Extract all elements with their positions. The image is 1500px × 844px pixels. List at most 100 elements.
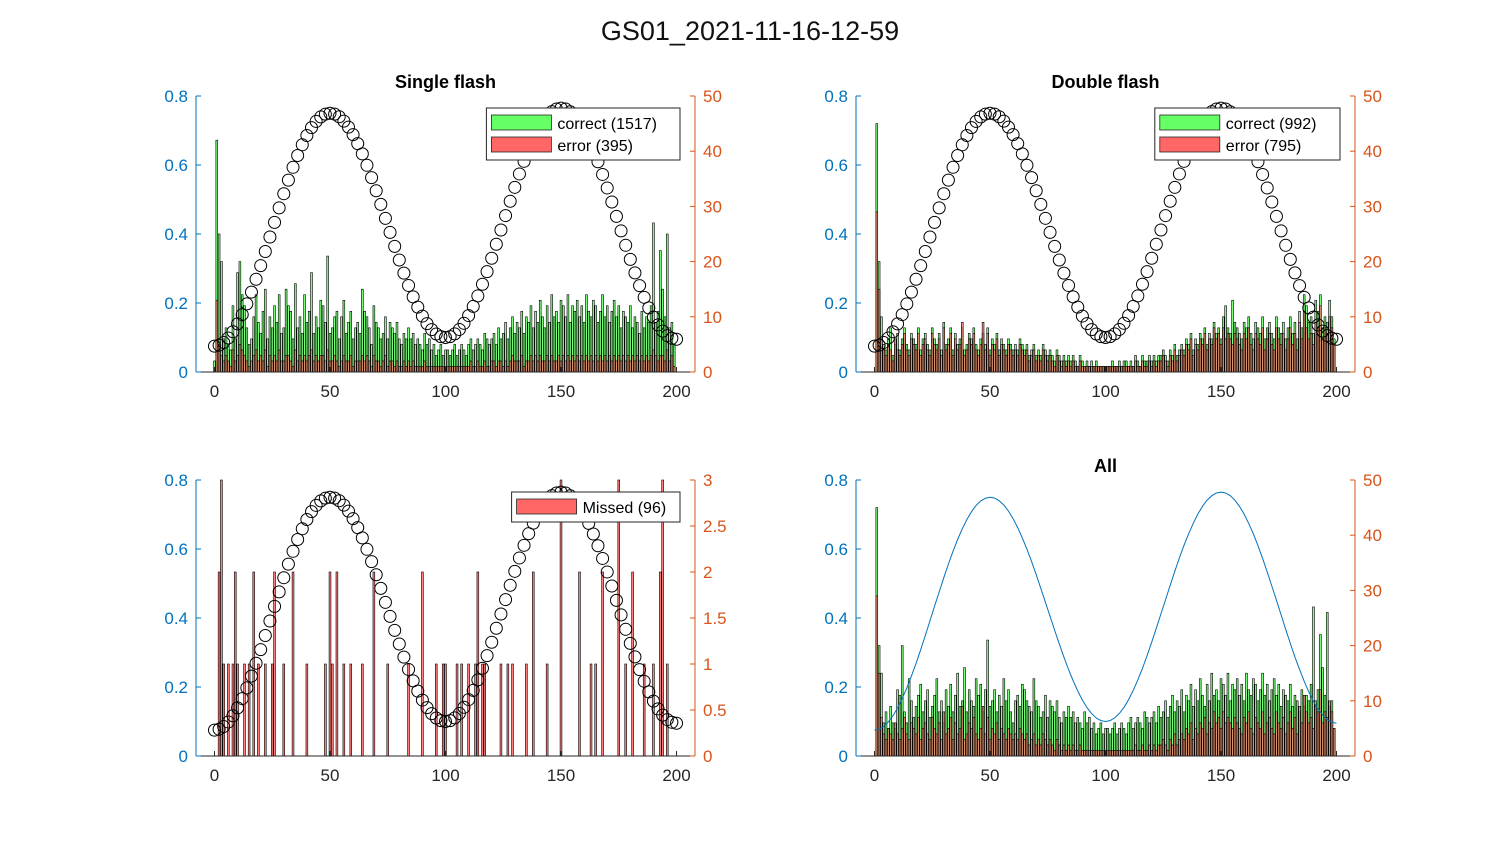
y-right-tick-label: 2.5 xyxy=(703,517,727,536)
bar xyxy=(435,366,438,373)
y-right-tick-label: 10 xyxy=(1363,308,1382,327)
bar xyxy=(1039,744,1043,757)
stimulus-marker xyxy=(1057,266,1071,280)
stimulus-marker xyxy=(254,259,268,273)
y-right-tick-label: 20 xyxy=(1363,637,1382,656)
bar xyxy=(282,360,286,373)
bar xyxy=(1302,310,1306,373)
bar xyxy=(1314,706,1317,757)
stimulus-marker xyxy=(503,578,517,592)
stimulus-marker xyxy=(360,158,374,172)
stimulus-marker xyxy=(605,579,619,593)
bar xyxy=(243,663,246,757)
bar xyxy=(250,360,253,373)
stimulus-marker xyxy=(300,128,314,142)
bar xyxy=(995,722,999,757)
stimulus-marker xyxy=(263,614,277,628)
bar xyxy=(328,571,332,757)
bar xyxy=(411,360,415,373)
bar xyxy=(1071,360,1075,373)
bar xyxy=(1159,744,1163,757)
stimulus-marker xyxy=(402,278,416,292)
bar xyxy=(229,366,232,373)
bar xyxy=(478,366,482,373)
bar xyxy=(1296,733,1299,757)
y-right-tick-label: 40 xyxy=(1363,526,1382,545)
y-right-tick-label: 0.5 xyxy=(703,701,727,720)
bar xyxy=(1275,711,1278,757)
stimulus-marker xyxy=(969,114,983,128)
bar xyxy=(243,355,246,373)
y-right-tick-label: 50 xyxy=(1363,471,1382,490)
bar xyxy=(1263,349,1267,373)
bar xyxy=(407,360,410,373)
bar xyxy=(578,571,581,757)
bar xyxy=(240,349,244,373)
bar xyxy=(998,739,1001,757)
legend-swatch xyxy=(516,498,577,515)
bar xyxy=(1145,750,1149,757)
bar xyxy=(1009,349,1013,373)
bar xyxy=(967,338,971,373)
bar xyxy=(1030,355,1033,373)
x-tick-label: 150 xyxy=(547,766,575,785)
stimulus-marker xyxy=(665,715,679,729)
bar xyxy=(532,571,535,757)
stimulus-marker xyxy=(457,316,471,330)
bar xyxy=(654,355,657,373)
bar xyxy=(1175,744,1179,757)
bar xyxy=(1071,744,1075,757)
bar xyxy=(310,349,313,373)
bar xyxy=(525,663,528,757)
bar xyxy=(398,366,401,373)
bar xyxy=(1208,722,1211,757)
bar xyxy=(460,663,463,757)
bar xyxy=(1076,366,1079,373)
bar xyxy=(1083,366,1086,373)
stimulus-marker xyxy=(258,245,272,259)
bar xyxy=(497,360,500,373)
bar xyxy=(264,349,267,373)
panel-all: 0 50 100 150 200 0 0.2 0.4 0.6 0.8 0 10 20 30 40 50 All xyxy=(824,456,1382,785)
stimulus-marker xyxy=(485,635,499,649)
bar xyxy=(1032,733,1036,757)
stimulus-marker xyxy=(914,259,928,273)
bar xyxy=(1319,689,1322,757)
stimulus-marker xyxy=(656,708,670,722)
bar xyxy=(1062,744,1066,757)
bar xyxy=(400,366,403,373)
bar xyxy=(1182,355,1186,373)
bar xyxy=(1099,750,1103,757)
stimulus-marker xyxy=(992,110,1006,124)
stimulus-marker xyxy=(480,649,494,663)
bar xyxy=(656,360,660,373)
bar xyxy=(1085,750,1089,757)
bar xyxy=(963,739,966,757)
stimulus-marker xyxy=(374,581,388,595)
bar xyxy=(1122,366,1126,373)
bar xyxy=(247,663,251,757)
bar xyxy=(954,722,957,757)
bar xyxy=(1132,366,1135,373)
bar xyxy=(1272,733,1276,757)
stimulus-marker xyxy=(1075,309,1089,323)
bar xyxy=(504,360,507,373)
bar xyxy=(894,338,897,373)
y-left-tick-label: 0 xyxy=(839,363,848,382)
bar xyxy=(495,366,498,373)
stimulus-marker xyxy=(425,323,439,337)
y-right-tick-label: 30 xyxy=(1363,197,1382,216)
bar xyxy=(381,360,385,373)
bar xyxy=(474,663,477,757)
bar xyxy=(1106,750,1110,757)
bar xyxy=(917,717,920,757)
bar xyxy=(661,355,664,373)
bar xyxy=(1238,728,1241,757)
series-missed-0 xyxy=(217,479,669,757)
y-right-tick-label: 1 xyxy=(703,655,712,674)
bar xyxy=(1132,750,1135,757)
bar xyxy=(458,366,461,373)
bar xyxy=(1069,750,1073,757)
stimulus-marker xyxy=(1117,316,1131,330)
bar xyxy=(640,355,644,373)
